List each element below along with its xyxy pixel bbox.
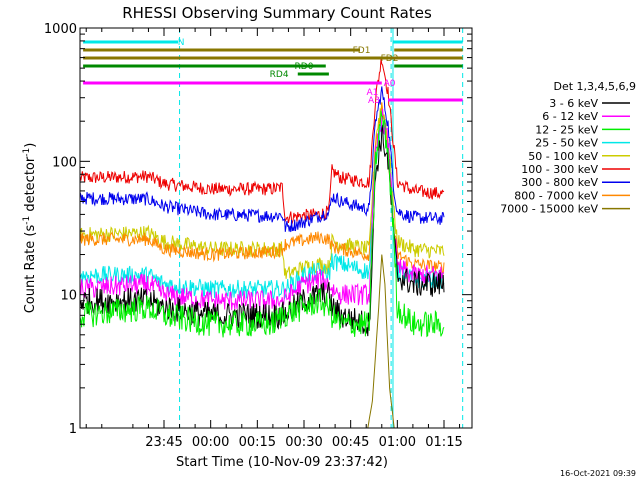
- y-axis-label-sup2: -1: [22, 148, 32, 157]
- series-line-7000-15000-kev: [367, 254, 395, 429]
- y-tick-label: 10: [60, 289, 77, 304]
- axes-frame: [79, 27, 473, 429]
- y-axis-label-end: ): [23, 143, 38, 148]
- legend-label: 100 - 300 keV: [521, 163, 598, 176]
- flag-label-n: N: [178, 38, 185, 48]
- flag-label-rd4: RD4: [270, 70, 289, 80]
- x-tick-label: 01:00: [379, 435, 416, 450]
- legend-label: 7000 - 15000 keV: [500, 203, 598, 216]
- x-tick-label: 00:45: [332, 435, 369, 450]
- series-line-3-6-kev: [79, 125, 445, 337]
- x-tick-label: 00:30: [285, 435, 322, 450]
- flag-label-fd1: FD1: [353, 46, 371, 56]
- attenuator-label-a1: A1: [366, 88, 378, 98]
- legend-label: 50 - 100 keV: [528, 150, 598, 163]
- x-tick-label: 01:15: [425, 435, 462, 450]
- legend-label: 12 - 25 keV: [535, 123, 598, 136]
- legend-label: 800 - 7000 keV: [514, 189, 598, 202]
- y-axis-label-mid: detector: [23, 156, 38, 216]
- chart-title: RHESSI Observing Summary Count Rates: [122, 4, 432, 22]
- y-axis: 1 10 100 1000: [44, 22, 472, 437]
- y-tick-label: 1: [69, 422, 77, 437]
- y-axis-label-main: Count Rate (s: [23, 225, 38, 314]
- y-tick-label: 1000: [44, 22, 77, 37]
- x-axis: 23:45 00:00 00:15 00:30 00:45 01:00 01:15: [85, 28, 463, 450]
- footer-timestamp: 16-Oct-2021 09:39: [560, 469, 636, 478]
- series-line-300-800-kev: [79, 86, 445, 233]
- legend-label: 6 - 12 keV: [542, 110, 598, 123]
- series-line-12-25-kev: [79, 110, 445, 338]
- flag-label-a3: A3: [368, 96, 380, 106]
- flag-label-fd2: FD2: [381, 54, 399, 64]
- legend-label: 3 - 6 keV: [549, 97, 598, 110]
- plot-area: N FD1 FD2 RD0 RD4 A3 A0 A1: [79, 28, 464, 429]
- series-line-100-300-kev: [79, 58, 445, 225]
- y-axis-label-sup1: -1: [22, 216, 32, 225]
- legend-label: 25 - 50 keV: [535, 137, 598, 150]
- flag-label-rd0: RD0: [295, 62, 314, 72]
- attenuator-label-a0: A0: [384, 79, 396, 89]
- x-tick-label: 00:15: [239, 435, 276, 450]
- x-tick-label: 23:45: [145, 435, 182, 450]
- legend-label: 300 - 800 keV: [521, 176, 598, 189]
- y-tick-label: 100: [52, 155, 77, 170]
- x-axis-label: Start Time (10-Nov-09 23:37:42): [176, 455, 388, 470]
- legend-header: Det 1,3,4,5,6,9: [553, 80, 636, 93]
- x-tick-label: 00:00: [192, 435, 229, 450]
- y-axis-label: Count Rate (s-1 detector-1): [22, 143, 38, 314]
